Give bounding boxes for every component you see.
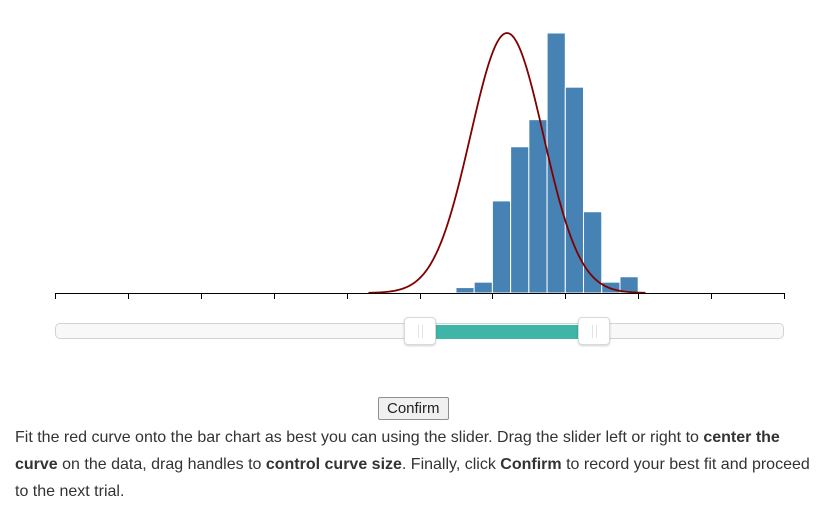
histogram-bar xyxy=(473,281,493,294)
instructions-text: Fit the red curve onto the bar chart as … xyxy=(15,429,810,500)
slider-handle-right[interactable] xyxy=(578,317,611,345)
grip-icon xyxy=(417,325,423,338)
slider-handle-left[interactable] xyxy=(403,317,436,345)
confirm-button[interactable]: Confirm xyxy=(378,397,449,420)
histogram-bar xyxy=(510,146,530,294)
histogram-bar xyxy=(491,200,512,294)
grip-icon xyxy=(592,325,598,338)
histogram-bar xyxy=(528,119,548,294)
histogram-bars xyxy=(455,32,639,294)
histogram-chart xyxy=(55,32,785,299)
fit-curve xyxy=(368,32,646,294)
slider-selected-range[interactable] xyxy=(419,325,595,339)
x-axis-ticks xyxy=(55,293,785,299)
histogram-bar xyxy=(455,287,475,294)
histogram-bar xyxy=(564,86,585,294)
histogram-bar xyxy=(583,211,603,294)
